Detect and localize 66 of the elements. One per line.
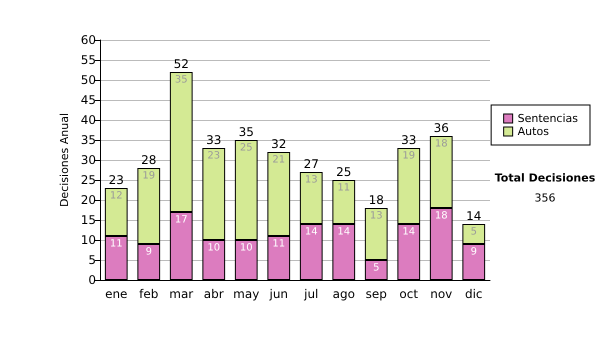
data-label: 13 — [370, 210, 383, 222]
y-tick-label: 50 — [80, 73, 96, 87]
data-label: 5 — [470, 226, 477, 238]
data-label: 9 — [470, 246, 477, 258]
data-label: 35 — [174, 74, 188, 86]
x-tick-label: dic — [464, 287, 483, 301]
y-tick-label: 40 — [80, 113, 96, 127]
data-label: 25 — [240, 142, 253, 154]
x-tick-label: ago — [332, 287, 355, 301]
x-tick-label: ene — [105, 287, 128, 301]
y-tick-label: 25 — [80, 173, 96, 187]
total-label: 25 — [336, 165, 352, 179]
x-tick-label: jul — [303, 287, 318, 301]
legend-label: Sentencias — [518, 112, 578, 125]
x-tick-label: abr — [204, 287, 224, 301]
total-label: 14 — [466, 209, 482, 223]
x-tick-label: sep — [366, 287, 387, 301]
legend-label: Autos — [518, 125, 550, 138]
data-label: 11 — [337, 182, 350, 194]
x-tick-label: mar — [169, 287, 194, 301]
data-label: 5 — [373, 262, 380, 274]
total-label: 36 — [434, 121, 449, 135]
text: 356 — [534, 192, 556, 204]
total-label: 32 — [271, 137, 286, 151]
y-tick-label: 30 — [80, 153, 96, 167]
y-tick-label: 20 — [80, 193, 96, 207]
data-label: 17 — [174, 214, 188, 226]
x-tick-label: oct — [399, 287, 418, 301]
total-label: 35 — [238, 125, 254, 139]
data-label: 14 — [304, 226, 318, 238]
data-label: 11 — [272, 238, 286, 250]
total-label: 33 — [401, 133, 416, 147]
total-label: 23 — [108, 173, 124, 187]
data-label: 18 — [434, 210, 448, 222]
data-label: 19 — [402, 150, 416, 162]
x-tick-label: nov — [430, 287, 452, 301]
data-label: 14 — [402, 226, 416, 238]
y-tick-label: 35 — [80, 133, 96, 147]
data-label: 11 — [110, 238, 123, 250]
y-tick-label: 5 — [88, 253, 96, 267]
data-label: 10 — [207, 242, 220, 254]
x-tick-label: jun — [268, 287, 288, 301]
data-label: 23 — [207, 150, 220, 162]
total-label: 28 — [141, 153, 156, 167]
data-label: 10 — [240, 242, 253, 254]
data-label: 21 — [272, 154, 286, 166]
data-label: 12 — [110, 190, 123, 202]
data-label: 13 — [304, 174, 318, 186]
x-tick-label: may — [233, 287, 260, 301]
y-tick-label: 0 — [88, 273, 96, 287]
y-tick-label: 45 — [80, 93, 96, 107]
y-tick-label: 10 — [80, 233, 96, 247]
x-tick-label: feb — [139, 287, 158, 301]
data-label: 19 — [142, 170, 156, 182]
data-label: 18 — [434, 138, 448, 150]
total-label: 33 — [206, 133, 222, 147]
y-tick-label: 55 — [80, 53, 96, 67]
data-label: 9 — [146, 246, 152, 258]
total-label: 52 — [174, 57, 189, 71]
y-axis-title: Decisiones Anual — [58, 112, 71, 208]
total-label: 18 — [368, 193, 384, 207]
data-label: 14 — [337, 226, 350, 238]
text: Total Decisiones — [494, 172, 596, 184]
y-tick-label: 60 — [80, 33, 96, 47]
y-tick-label: 15 — [80, 213, 96, 227]
total-label: 27 — [304, 157, 319, 171]
